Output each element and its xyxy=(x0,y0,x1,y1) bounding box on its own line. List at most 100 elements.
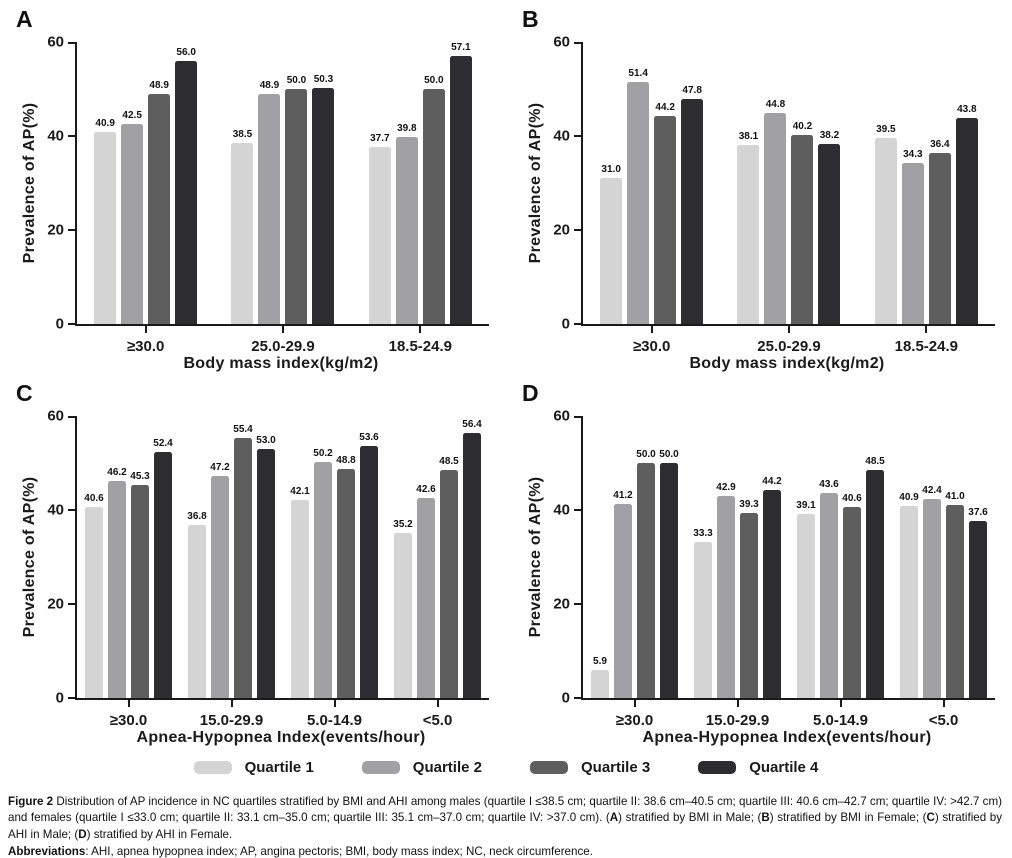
plot-area: 0 20 40 60 40.9 42.5 48.9 56.0 ≥30.0 38.5 48.9 50.0… xyxy=(47,34,489,355)
y-tick-label: 40 xyxy=(553,501,570,519)
bar-groups: 5.9 41.2 50.0 50.0 ≥30.0 33.3 42.9 39.3 44.2 15.0… xyxy=(583,416,995,729)
y-tick xyxy=(68,42,76,44)
bar-quartile-4 xyxy=(360,446,378,698)
x-tick xyxy=(230,700,233,707)
x-tick xyxy=(333,700,336,707)
x-tick-label: 25.0-29.9 xyxy=(757,338,821,355)
legend-item-quartile-3: Quartile 3 xyxy=(530,759,650,776)
x-tick-label: 15.0-29.9 xyxy=(199,712,264,729)
charts-grid: A Prevalence of AP(%) 0 20 40 60 40.9 42.5 48.9 5… xyxy=(0,0,995,746)
bar-wrap: 48.9 xyxy=(258,42,281,324)
y-tick-label: 60 xyxy=(553,33,570,51)
y-tick xyxy=(68,323,76,325)
bar-value-label: 39.3 xyxy=(739,499,759,511)
bar-value-label: 48.8 xyxy=(336,454,356,466)
bar-wrap: 50.3 xyxy=(312,42,335,324)
y-tick-label: 60 xyxy=(553,407,570,425)
bar-value-label: 46.2 xyxy=(107,466,127,478)
x-tick-label: 5.0-14.9 xyxy=(812,712,869,729)
y-axis-title: Prevalence of AP(%) xyxy=(527,102,544,264)
bar-wrap: 31.0 xyxy=(600,42,623,324)
bar-wrap: 5.9 xyxy=(591,416,609,698)
y-tick-label: 0 xyxy=(561,689,570,707)
bar-value-label: 52.4 xyxy=(153,437,173,449)
x-tick xyxy=(787,326,790,333)
legend-swatch xyxy=(698,760,737,774)
bar-quartile-1 xyxy=(85,507,103,698)
bar-value-label: 36.8 xyxy=(187,511,207,523)
caption-segment: ) stratified by AHI in Female. xyxy=(86,827,233,841)
bar-quartile-4 xyxy=(257,448,275,698)
bar-group: 40.9 42.5 48.9 56.0 ≥30.0 xyxy=(94,42,198,355)
bar-value-label: 50.0 xyxy=(424,75,444,86)
bar-value-label: 42.6 xyxy=(416,483,436,495)
bar-value-label: 51.4 xyxy=(628,68,648,80)
bar-quartile-2 xyxy=(258,94,281,324)
x-tick xyxy=(144,326,147,333)
panel-label: A xyxy=(16,6,33,32)
y-tick xyxy=(574,135,582,137)
bar-wrap: 37.7 xyxy=(368,42,391,324)
bar-quartile-4 xyxy=(818,144,841,324)
caption-segment: Distribution of AP incidence in NC quart… xyxy=(8,795,1002,825)
bar-value-label: 42.9 xyxy=(716,482,736,494)
bar-value-label: 41.2 xyxy=(613,490,633,502)
bar-value-label: 44.2 xyxy=(762,476,782,488)
legend-label: Quartile 1 xyxy=(244,758,314,776)
bar-value-label: 40.2 xyxy=(792,121,813,133)
bar-group: 31.0 51.4 44.2 47.8 ≥30.0 xyxy=(600,42,704,355)
bar-quartile-4 xyxy=(175,60,198,324)
bar-wrap: 48.5 xyxy=(439,416,459,698)
x-tick xyxy=(839,700,842,707)
bar-quartile-3 xyxy=(440,470,458,698)
x-tick xyxy=(650,326,653,333)
bar-quartile-3 xyxy=(843,507,861,698)
panel-label: D xyxy=(522,380,539,406)
bar-wrap: 39.1 xyxy=(796,416,816,698)
bar-wrap: 50.0 xyxy=(659,416,679,698)
y-tick xyxy=(68,603,76,605)
caption-segment: D xyxy=(78,827,87,841)
legend-item-quartile-4: Quartile 4 xyxy=(698,759,818,776)
bar-quartile-3 xyxy=(637,463,655,698)
bar-quartile-2 xyxy=(395,136,418,324)
y-tick-label: 20 xyxy=(553,595,570,613)
y-axis-title: Prevalence of AP(%) xyxy=(21,102,38,264)
bar-wrap: 36.4 xyxy=(928,42,951,324)
y-tick xyxy=(574,42,582,44)
bar-value-label: 55.4 xyxy=(233,423,253,435)
x-tick xyxy=(925,326,928,333)
x-tick xyxy=(736,700,739,707)
x-tick-label: 25.0-29.9 xyxy=(251,338,315,355)
legend: Quartile 1 Quartile 2 Quartile 3 Quartile 4 xyxy=(0,750,1012,784)
panel-label: B xyxy=(522,6,539,32)
y-tick-label: 20 xyxy=(47,595,64,613)
bar-quartile-4 xyxy=(154,451,172,698)
bar-quartile-3 xyxy=(791,135,814,324)
panel-A: A Prevalence of AP(%) 0 20 40 60 40.9 42.5 48.9 5… xyxy=(0,0,506,374)
x-tick xyxy=(942,700,945,707)
bar-quartile-3 xyxy=(234,437,252,698)
bar-wrap: 40.9 xyxy=(94,42,117,324)
bar-wrap: 57.1 xyxy=(449,42,472,324)
legend-item-quartile-2: Quartile 2 xyxy=(361,759,482,776)
bar-wrap: 53.6 xyxy=(359,416,379,698)
abbreviations: Abbreviations: AHI, apnea hypopnea index… xyxy=(8,844,1002,858)
bar-wrap: 50.0 xyxy=(636,416,656,698)
bar-wrap: 42.6 xyxy=(416,416,436,698)
y-tick xyxy=(574,603,582,605)
bar-wrap: 35.2 xyxy=(393,416,413,698)
bar-quartile-1 xyxy=(231,143,254,324)
bar-wrap: 40.9 xyxy=(899,416,919,698)
bar-wrap: 42.9 xyxy=(716,416,736,698)
bar-wrap: 40.6 xyxy=(842,416,862,698)
bar-quartile-2 xyxy=(901,162,924,324)
bar-value-label: 44.8 xyxy=(765,99,786,111)
y-tick xyxy=(68,697,76,699)
caption-segment: ) stratified by AHI in Male; ( xyxy=(8,811,1002,841)
bar-quartile-1 xyxy=(694,541,712,698)
bar-group: 39.1 43.6 40.6 48.5 5.0-14.9 xyxy=(796,416,884,729)
bar-quartile-4 xyxy=(660,463,678,698)
bar-quartile-4 xyxy=(866,470,884,698)
panel-label: C xyxy=(16,380,33,406)
